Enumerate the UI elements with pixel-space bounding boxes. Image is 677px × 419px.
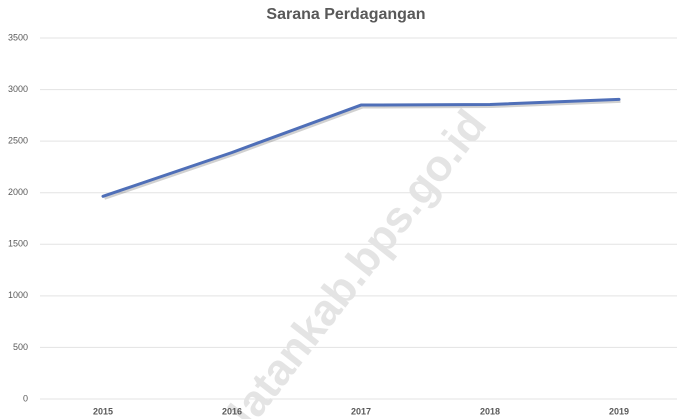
y-tick-label: 2000 — [8, 187, 28, 197]
chart-title: Sarana Perdagangan — [266, 6, 425, 23]
line — [101, 97, 621, 198]
y-tick-label: 2500 — [8, 136, 28, 146]
y-tick-label: 500 — [13, 342, 28, 352]
x-tick-label: 2016 — [222, 406, 242, 416]
watermark: latankab.bps.go.id — [220, 101, 496, 419]
x-tick-label: 2019 — [609, 406, 629, 416]
y-tick-label: 1500 — [8, 239, 28, 249]
y-tick-label: 3500 — [8, 32, 28, 42]
y-tick-label: 1000 — [8, 290, 28, 300]
x-tick-label: 2015 — [93, 406, 113, 416]
y-tick-label: 3000 — [8, 84, 28, 94]
x-tick-label: 2018 — [480, 406, 500, 416]
line-shadow — [104, 99, 621, 200]
y-tick-label: 0 — [23, 393, 28, 403]
x-tick-label: 2017 — [351, 406, 371, 416]
